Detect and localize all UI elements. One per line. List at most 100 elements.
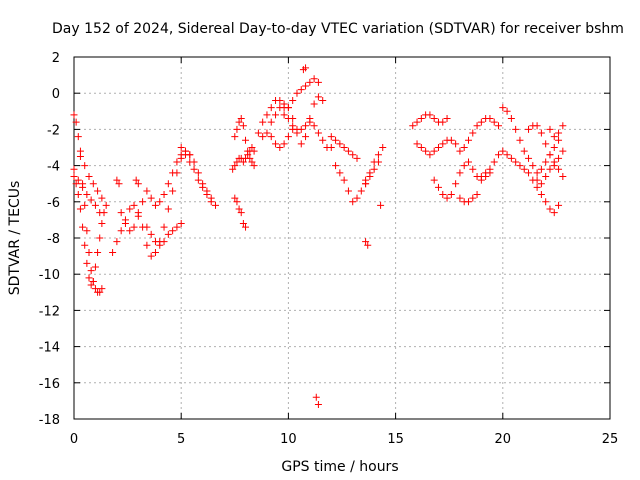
data-point	[469, 194, 477, 202]
data-point	[443, 194, 451, 202]
data-point	[96, 234, 104, 242]
data-point	[374, 158, 382, 166]
data-point	[512, 158, 520, 166]
data-point	[83, 227, 91, 235]
y-tick-label: -18	[39, 413, 60, 428]
y-tick-label: -2	[47, 123, 60, 138]
series-arc13	[231, 194, 245, 217]
data-point	[507, 154, 515, 162]
data-point	[447, 191, 455, 199]
data-point	[284, 133, 292, 141]
data-point	[248, 144, 256, 151]
data-point	[91, 285, 99, 293]
data-point	[173, 223, 181, 231]
data-point	[456, 147, 464, 155]
data-point	[306, 115, 314, 123]
data-point	[280, 111, 288, 119]
series-arc4	[76, 147, 110, 209]
data-point	[151, 201, 159, 209]
data-point	[310, 122, 318, 130]
data-point	[477, 172, 485, 180]
data-point	[499, 104, 507, 112]
data-point	[516, 162, 524, 170]
data-point	[70, 111, 78, 119]
data-point	[263, 111, 271, 119]
data-point	[70, 165, 78, 173]
data-point	[109, 248, 117, 256]
data-point	[147, 252, 155, 260]
data-point	[413, 118, 421, 126]
data-point	[242, 136, 250, 144]
data-point	[542, 198, 550, 206]
data-point	[94, 187, 102, 195]
series-arc25	[377, 201, 385, 209]
ticks	[73, 56, 611, 420]
data-point	[96, 209, 104, 217]
data-point	[267, 133, 275, 141]
data-point	[512, 125, 520, 133]
data-point	[349, 198, 357, 206]
data-point	[366, 172, 374, 180]
data-point	[546, 205, 554, 213]
data-point	[76, 205, 84, 213]
x-axis-title: GPS time / hours	[281, 459, 398, 475]
data-point	[289, 125, 297, 133]
data-point	[364, 241, 372, 249]
data-point	[340, 176, 348, 184]
data-point	[533, 176, 541, 184]
data-point	[139, 198, 147, 206]
data-point	[156, 241, 164, 249]
y-tick-label: -14	[39, 341, 60, 356]
data-point	[113, 176, 121, 184]
data-point	[555, 129, 563, 137]
x-tick-label: 0	[70, 432, 78, 447]
series-arc19	[299, 64, 310, 74]
data-point	[79, 183, 87, 191]
data-point	[344, 147, 352, 155]
data-point	[267, 118, 275, 126]
data-point	[533, 183, 541, 191]
data-point	[235, 205, 243, 213]
data-point	[332, 136, 340, 144]
series-arc2	[70, 165, 108, 289]
data-point	[537, 180, 545, 188]
data-point	[546, 125, 554, 133]
data-point	[357, 187, 365, 195]
data-point	[160, 223, 168, 231]
data-point	[151, 238, 159, 246]
data-point	[280, 140, 288, 148]
data-point	[85, 248, 93, 256]
data-point	[417, 115, 425, 123]
series-arc7	[143, 220, 185, 249]
data-point	[314, 78, 322, 86]
data-point	[276, 104, 284, 112]
data-point	[169, 169, 177, 177]
data-point	[482, 169, 490, 177]
data-point	[244, 151, 252, 159]
data-point	[439, 140, 447, 148]
x-tick-label: 5	[177, 432, 185, 447]
series-arc17	[280, 75, 322, 119]
series-arc14	[239, 220, 250, 231]
data-point	[520, 147, 528, 155]
data-point	[537, 165, 545, 173]
data-point	[194, 169, 202, 177]
data-point	[297, 125, 305, 133]
series-arc8	[177, 144, 220, 209]
data-point	[254, 129, 262, 137]
data-point	[525, 154, 533, 162]
data-point	[121, 220, 129, 228]
y-tick-label: 2	[52, 51, 60, 66]
data-point	[98, 220, 106, 228]
data-point	[156, 198, 164, 206]
data-point	[452, 140, 460, 148]
series-arc24	[362, 238, 372, 249]
data-point	[327, 133, 335, 141]
data-point	[486, 165, 494, 173]
series-arc6	[117, 147, 194, 235]
data-point	[495, 151, 503, 159]
data-point	[83, 259, 91, 267]
data-point	[89, 277, 97, 285]
data-point	[533, 169, 541, 177]
data-point	[98, 194, 106, 202]
